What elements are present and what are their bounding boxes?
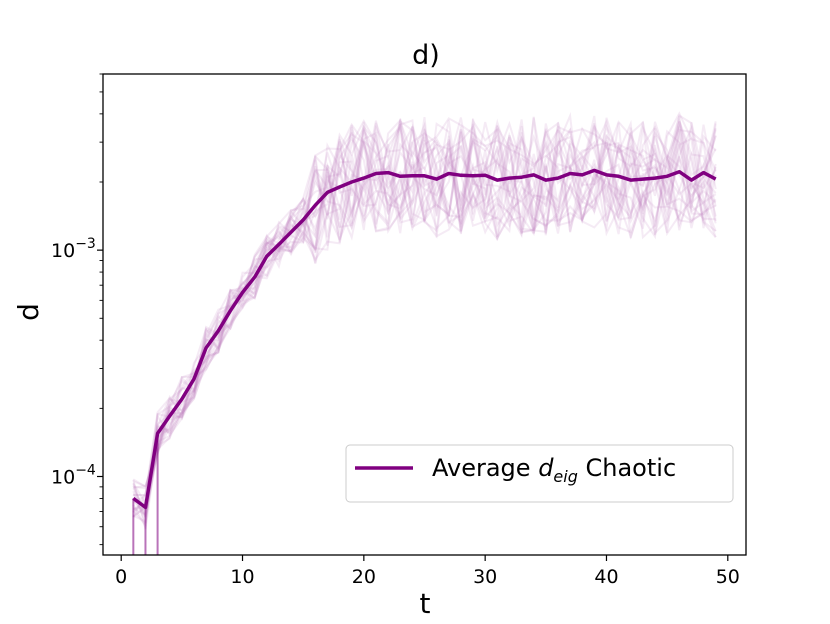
plot-frame	[102, 73, 747, 556]
x-tick-label: 40	[594, 566, 618, 588]
faint-trajectories	[132, 111, 717, 555]
trajectory-line	[132, 122, 717, 488]
average-series	[132, 168, 717, 510]
legend-suffix: Chaotic	[578, 454, 676, 482]
x-tick-label: 20	[352, 566, 376, 588]
trajectory-line	[132, 116, 717, 518]
trajectory-line	[133, 115, 716, 512]
trajectory-line	[133, 123, 717, 489]
trajectory-line	[132, 123, 717, 518]
legend-subscript: eig	[553, 467, 577, 486]
trajectory-line	[132, 120, 717, 516]
legend-box	[345, 444, 734, 503]
x-tick-label: 0	[115, 566, 127, 588]
y-axis-label: d	[12, 303, 45, 321]
legend-prefix: Average	[432, 454, 538, 482]
y-tick-label: 10−3	[51, 236, 96, 262]
legend-math: d	[538, 454, 554, 482]
trajectory-line	[132, 117, 717, 514]
trajectory-line	[132, 117, 717, 512]
trajectory-line	[132, 121, 717, 506]
trajectory-line	[133, 111, 717, 490]
y-tick-label: 10−4	[51, 463, 96, 489]
legend-label: Average deig Chaotic	[432, 454, 676, 486]
trajectory-line	[132, 118, 717, 518]
trajectory-line	[132, 116, 717, 527]
trajectory-line	[132, 118, 717, 518]
x-axis: 0 10 20 30 40 50	[115, 555, 740, 588]
trajectory-line	[132, 118, 717, 518]
trajectory-line	[132, 123, 717, 524]
trajectory-line	[132, 118, 717, 520]
trajectory-line	[133, 117, 717, 497]
trajectory-line	[133, 111, 717, 497]
trajectory-line	[132, 114, 717, 518]
trajectory-line	[132, 117, 717, 504]
trajectory-line	[132, 120, 717, 523]
trajectory-line	[132, 121, 717, 511]
trajectory-line	[132, 118, 717, 530]
trajectory-line	[132, 123, 717, 530]
chart-title: d)	[412, 40, 440, 71]
trajectory-line	[132, 117, 717, 507]
y-axis: 10−4 10−3	[51, 73, 103, 546]
x-tick-label: 30	[473, 566, 497, 588]
legend: Average deig Chaotic	[345, 444, 734, 503]
average-line	[132, 168, 717, 510]
x-tick-label: 10	[230, 566, 254, 588]
x-tick-label: 50	[716, 566, 740, 588]
x-axis-label: t	[420, 587, 431, 620]
